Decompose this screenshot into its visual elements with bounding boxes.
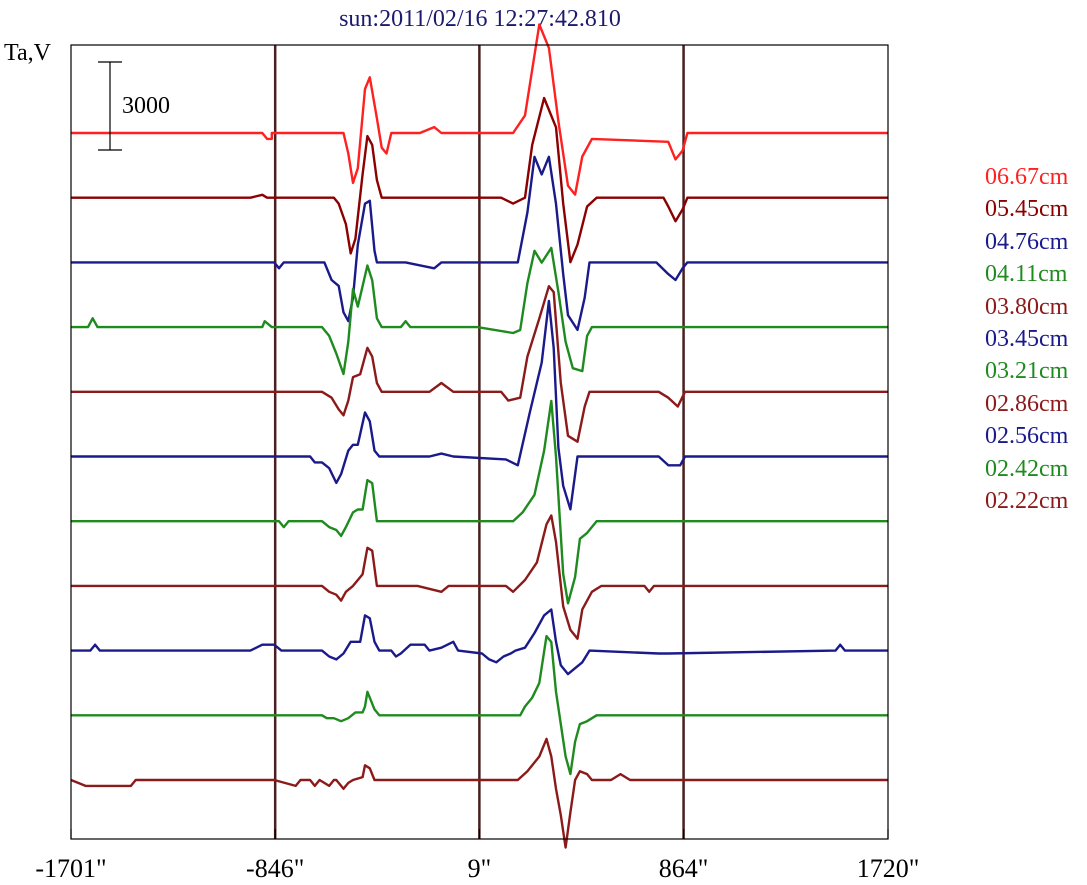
series-line-04.76cm bbox=[71, 155, 888, 332]
legend-entry: 06.67cm bbox=[985, 164, 1069, 190]
y-axis-label: Ta,V bbox=[4, 40, 52, 66]
series-line-03.45cm bbox=[71, 299, 888, 511]
legend-entry: 05.45cm bbox=[985, 196, 1069, 223]
x-tick-label: 9" bbox=[468, 854, 492, 883]
series-line-02.22cm bbox=[70, 737, 888, 849]
scale-bar: 3000 bbox=[98, 61, 170, 151]
legend-entry: 02.42cm bbox=[985, 455, 1069, 482]
series-line-03.21cm bbox=[71, 399, 888, 605]
x-tick-label: 1720" bbox=[857, 854, 920, 883]
series-line-04.11cm bbox=[71, 246, 888, 376]
legend-entry: 04.76cm bbox=[985, 228, 1069, 255]
legend-entry: 03.45cm bbox=[985, 326, 1069, 353]
chart-title: sun:2011/02/16 12:27:42.810 bbox=[339, 6, 621, 32]
series-line-02.42cm bbox=[71, 634, 888, 776]
legend-entry: 02.86cm bbox=[985, 390, 1069, 417]
vertical-grid-lines bbox=[273, 45, 685, 839]
legend-entry: 04.11cm bbox=[985, 261, 1068, 288]
legend-entry: 03.80cm bbox=[985, 293, 1069, 320]
series-lines bbox=[70, 23, 888, 849]
series-line-05.45cm bbox=[71, 96, 888, 264]
legend-entry: 02.56cm bbox=[985, 423, 1069, 450]
legend: 06.67cm 05.45cm 04.76cm 04.11cm 03.80cm 03.45… bbox=[985, 161, 1068, 517]
x-ticks: -1701" -846" 9" 864" 1720" bbox=[35, 829, 919, 883]
legend-entry: 03.21cm bbox=[985, 358, 1069, 385]
legend-entry: 02.22cm bbox=[985, 488, 1069, 515]
series-line-06.67cm bbox=[71, 23, 888, 196]
scale-bar-label: 3000 bbox=[122, 93, 170, 119]
x-tick-label: -1701" bbox=[35, 854, 106, 883]
x-tick-label: -846" bbox=[246, 854, 304, 883]
series-line-02.56cm bbox=[71, 608, 888, 676]
series-line-02.86cm bbox=[71, 514, 888, 640]
x-tick-label: 864" bbox=[659, 854, 709, 883]
series-line-03.80cm bbox=[71, 285, 888, 443]
